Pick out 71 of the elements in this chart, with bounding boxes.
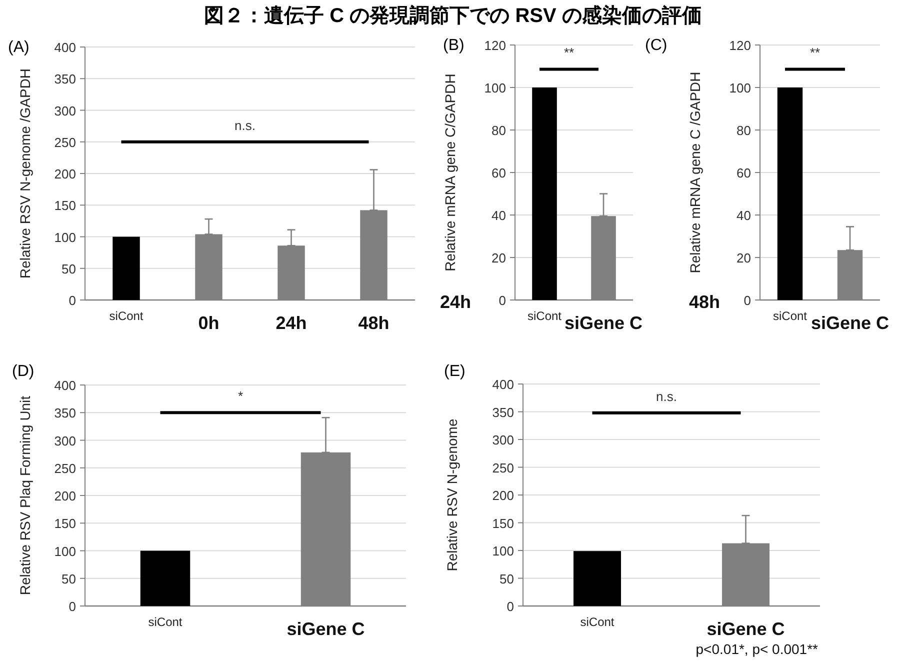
y-tick-label: 60 <box>736 166 751 180</box>
text: p<0.01*, p< 0.001** <box>696 641 819 657</box>
text: (A) <box>8 39 30 56</box>
y-tick-label: 60 <box>492 166 506 180</box>
y-tick-label: 40 <box>492 208 506 223</box>
x-tick-label: 24h <box>276 313 307 333</box>
y-tick-label: 80 <box>736 123 751 138</box>
y-tick-label: 0 <box>68 599 76 614</box>
y-tick-label: 100 <box>54 230 76 245</box>
y-tick-label: 300 <box>492 432 514 448</box>
y-tick-label: 50 <box>62 261 76 276</box>
y-tick-label: 120 <box>729 38 751 53</box>
annotation: ** <box>564 45 574 60</box>
bar <box>112 236 140 300</box>
y-tick-label: 250 <box>54 460 76 476</box>
y-tick-label: 400 <box>54 40 76 55</box>
y-tick-label: 400 <box>492 377 514 392</box>
y-tick-label: 150 <box>54 516 76 532</box>
y-tick-label: 0 <box>506 599 514 614</box>
x-tick-label: siGene C <box>810 313 890 333</box>
x-tick-label: siCont <box>580 615 615 629</box>
y-tick-label: 0 <box>744 293 751 308</box>
y-tick-label: 100 <box>492 544 514 558</box>
y-tick-label: 350 <box>54 406 76 421</box>
y-tick-label: 350 <box>54 72 76 87</box>
y-tick-label: 50 <box>62 571 76 586</box>
y-tick-label: 80 <box>492 123 506 138</box>
x-tick-label: siCont <box>772 309 808 323</box>
y-tick-label: 300 <box>54 433 76 448</box>
y-tick-label: 0 <box>498 293 506 308</box>
y-tick-label: 200 <box>54 166 76 182</box>
y-tick-label: 200 <box>492 488 514 503</box>
y-tick-label: 300 <box>54 103 76 118</box>
y-tick-label: 100 <box>54 544 76 559</box>
y-tick-label: 0 <box>68 293 76 308</box>
x-tick-label: siCont <box>527 309 562 323</box>
text: (C) <box>645 37 668 54</box>
y-tick-label: 200 <box>54 488 76 504</box>
x-tick-label: 48h <box>358 313 390 333</box>
text: (E) <box>444 363 466 380</box>
chart-title: 図２：遺伝子 C の発現調節下での RSV の感染価の評価 <box>204 4 702 27</box>
y-axis-title: Relative mRNA gene C /GAPDH <box>687 72 703 274</box>
x-tick-label: 0h <box>198 313 220 333</box>
y-tick-label: 150 <box>492 516 514 531</box>
y-axis-title: Relative RSV N-genome <box>444 418 460 572</box>
y-tick-label: 250 <box>54 134 76 150</box>
annotation: n.s. <box>656 388 677 404</box>
y-tick-label: 150 <box>54 198 76 214</box>
annotation: * <box>238 388 244 404</box>
y-tick-label: 400 <box>54 378 76 393</box>
y-tick-label: 250 <box>492 460 514 476</box>
y-tick-label: 50 <box>500 571 514 586</box>
x-tick-label: siGene C <box>564 313 643 333</box>
y-tick-label: 350 <box>492 404 514 420</box>
text: (D) <box>12 363 34 380</box>
annotation: ** <box>810 45 820 60</box>
y-axis-title: Relative RSV Plaq Forming Unit <box>17 396 33 596</box>
annotation: n.s. <box>234 118 256 133</box>
x-tick-label: siGene C <box>286 619 365 639</box>
y-axis-title: Relative RSV N-genome /GAPDH <box>17 68 33 279</box>
text: (B) <box>443 37 464 54</box>
y-tick-label: 100 <box>484 80 506 96</box>
y-tick-label: 20 <box>492 250 506 266</box>
y-tick-label: 40 <box>736 208 751 223</box>
y-tick-label: 20 <box>736 250 751 266</box>
x-tick-label: siCont <box>148 615 183 629</box>
x-tick-label: siGene C <box>706 619 785 639</box>
x-tick-label: siCont <box>109 309 144 323</box>
y-tick-label: 100 <box>729 80 751 96</box>
y-tick-label: 120 <box>484 38 506 53</box>
y-axis-title: Relative mRNA gene C/GAPDH <box>442 74 458 272</box>
